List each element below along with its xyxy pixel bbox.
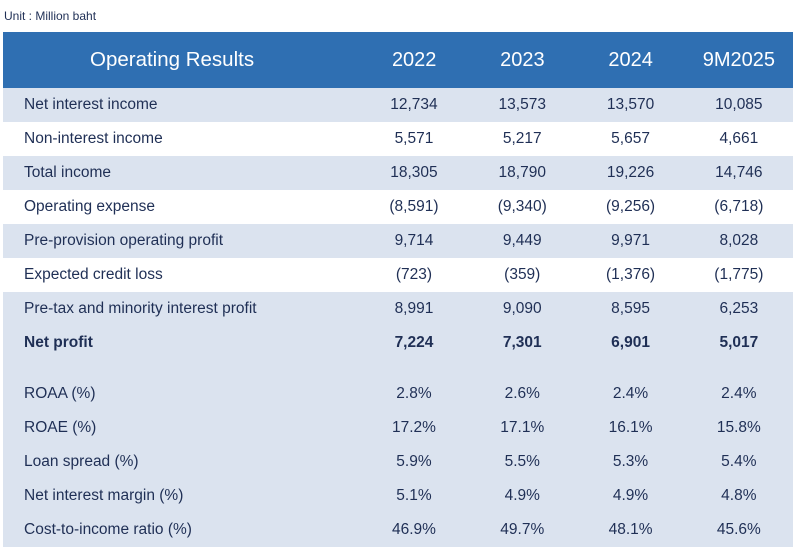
cell-value: 6,253 bbox=[719, 300, 759, 317]
row-label: Pre-provision operating profit bbox=[24, 232, 224, 249]
cell-value: 5,217 bbox=[502, 130, 542, 147]
cell-value: 9,971 bbox=[611, 232, 650, 249]
cell-value: 4.9% bbox=[612, 487, 649, 504]
operating-results-table: Operating Results 2022 2023 2024 9M2025 … bbox=[3, 32, 793, 547]
year-header: 9M2025 bbox=[702, 48, 776, 71]
row-label: Net interest income bbox=[24, 96, 158, 113]
cell-value: 4.9% bbox=[504, 487, 540, 504]
table-row: Operating expense (8,591) (9,340) (9,256… bbox=[3, 190, 793, 224]
cell-value: 4,661 bbox=[719, 130, 759, 147]
year-header: 2024 bbox=[608, 48, 653, 71]
cell-value: 7,224 bbox=[394, 334, 434, 351]
table-row: Loan spread (%) 5.9% 5.5% 5.3% 5.4% bbox=[3, 445, 793, 479]
cell-value: (359) bbox=[504, 266, 541, 283]
cell-value: 9,090 bbox=[502, 300, 542, 317]
table-row: Net interest margin (%) 5.1% 4.9% 4.9% 4… bbox=[3, 479, 793, 513]
year-header: 2023 bbox=[500, 48, 545, 71]
cell-value: 8,991 bbox=[394, 300, 434, 317]
row-label: Net profit bbox=[24, 334, 93, 351]
table-row: Pre-tax and minority interest profit 8,9… bbox=[3, 292, 793, 326]
net-profit-row: Net profit 7,224 7,301 6,901 5,017 bbox=[3, 326, 793, 360]
cell-value: 6,901 bbox=[611, 334, 650, 351]
table-row: Expected credit loss (723) (359) (1,376)… bbox=[3, 258, 793, 292]
cell-value: 15.8% bbox=[716, 419, 761, 436]
table-row: Pre-provision operating profit 9,714 9,4… bbox=[3, 224, 793, 258]
table-row: ROAE (%) 17.2% 17.1% 16.1% 15.8% bbox=[3, 411, 793, 445]
cell-value: (9,340) bbox=[497, 198, 547, 215]
cell-value: 14,746 bbox=[715, 164, 763, 181]
cell-value: 18,305 bbox=[390, 164, 438, 181]
cell-value: 8,595 bbox=[611, 300, 650, 317]
cell-value: (9,256) bbox=[605, 198, 656, 215]
cell-value: 46.9% bbox=[391, 521, 436, 538]
unit-label: Unit : Million baht bbox=[4, 9, 97, 23]
row-label: ROAA (%) bbox=[24, 385, 96, 402]
cell-value: 17.1% bbox=[500, 419, 545, 436]
cell-value: (8,591) bbox=[389, 198, 439, 215]
row-label: Pre-tax and minority interest profit bbox=[24, 300, 257, 317]
cell-value: 13,573 bbox=[498, 96, 546, 113]
cell-value: (1,376) bbox=[605, 266, 656, 283]
section-divider bbox=[3, 360, 793, 377]
cell-value: (6,718) bbox=[714, 198, 764, 215]
cell-value: 49.7% bbox=[500, 521, 545, 538]
cell-value: 5.9% bbox=[396, 453, 432, 470]
table-header: Operating Results 2022 2023 2024 9M2025 bbox=[3, 32, 793, 88]
cell-value: (1,775) bbox=[714, 266, 764, 283]
row-label: Operating expense bbox=[24, 198, 155, 215]
cell-value: 2.4% bbox=[612, 385, 649, 402]
cell-value: 2.4% bbox=[721, 385, 757, 402]
cell-value: 19,226 bbox=[606, 164, 655, 181]
cell-value: 7,301 bbox=[502, 334, 542, 351]
cell-value: 9,714 bbox=[394, 232, 434, 249]
row-label: Cost-to-income ratio (%) bbox=[24, 521, 192, 538]
cell-value: 17.2% bbox=[391, 419, 436, 436]
year-header: 2022 bbox=[391, 48, 437, 71]
cell-value: 5.5% bbox=[504, 453, 540, 470]
cell-value: (723) bbox=[395, 266, 433, 283]
cell-value: 45.6% bbox=[716, 521, 761, 538]
cell-value: 5,017 bbox=[719, 334, 759, 351]
cell-value: 8,028 bbox=[719, 232, 759, 249]
cell-value: 5.1% bbox=[396, 487, 432, 504]
row-label: Expected credit loss bbox=[24, 266, 163, 283]
cell-value: 5,571 bbox=[394, 130, 434, 147]
cell-value: 12,734 bbox=[390, 96, 438, 113]
cell-value: 9,449 bbox=[502, 232, 542, 249]
cell-value: 5.4% bbox=[721, 453, 757, 470]
row-label: Loan spread (%) bbox=[24, 453, 139, 470]
cell-value: 5.3% bbox=[612, 453, 649, 470]
table-row: Non-interest income 5,571 5,217 5,657 4,… bbox=[3, 122, 793, 156]
cell-value: 48.1% bbox=[608, 521, 653, 538]
cell-value: 16.1% bbox=[608, 419, 653, 436]
cell-value: 2.8% bbox=[396, 385, 432, 402]
table-row: Total income 18,305 18,790 19,226 14,746 bbox=[3, 156, 793, 190]
cell-value: 18,790 bbox=[498, 164, 546, 181]
row-label: Net interest margin (%) bbox=[24, 487, 184, 504]
row-label: Non-interest income bbox=[24, 130, 163, 147]
table-row: Net interest income 12,734 13,573 13,570… bbox=[3, 88, 793, 122]
table-title: Operating Results bbox=[90, 48, 255, 71]
table-row: Cost-to-income ratio (%) 46.9% 49.7% 48.… bbox=[3, 513, 793, 547]
cell-value: 5,657 bbox=[611, 130, 650, 147]
row-label: ROAE (%) bbox=[24, 419, 97, 436]
cell-value: 4.8% bbox=[721, 487, 757, 504]
cell-value: 13,570 bbox=[606, 96, 655, 113]
table-row: ROAA (%) 2.8% 2.6% 2.4% 2.4% bbox=[3, 377, 793, 411]
cell-value: 10,085 bbox=[715, 96, 763, 113]
row-label: Total income bbox=[24, 164, 112, 181]
cell-value: 2.6% bbox=[504, 385, 540, 402]
